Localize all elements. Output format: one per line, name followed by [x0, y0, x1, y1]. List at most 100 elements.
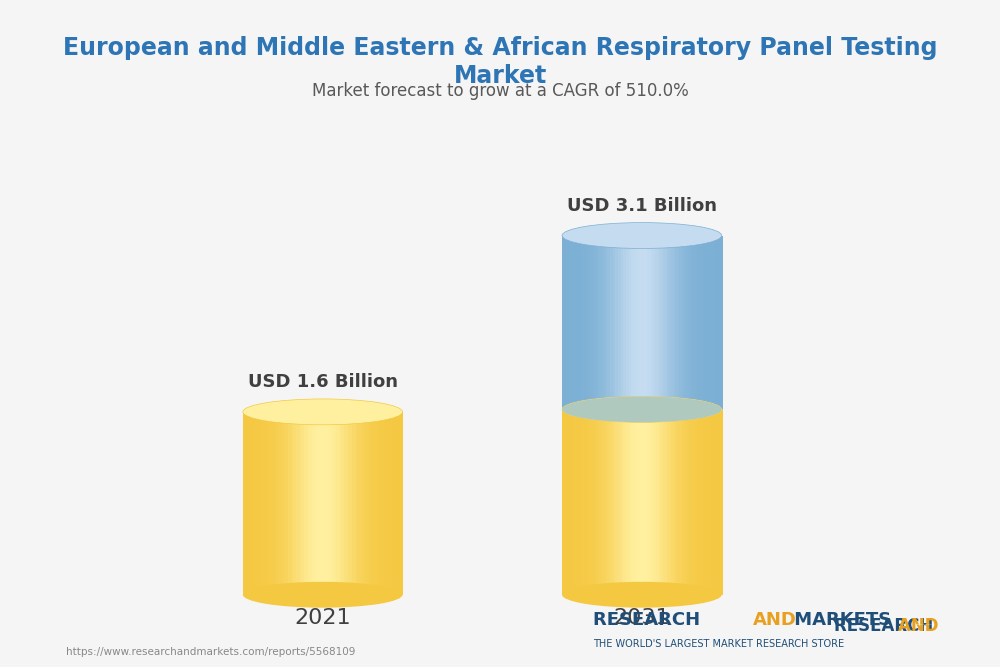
Polygon shape	[719, 410, 723, 595]
Polygon shape	[684, 235, 688, 410]
Polygon shape	[637, 235, 640, 410]
Polygon shape	[301, 412, 305, 595]
Polygon shape	[658, 235, 661, 410]
Polygon shape	[615, 410, 619, 595]
Polygon shape	[687, 235, 691, 410]
Polygon shape	[259, 412, 262, 595]
Polygon shape	[605, 235, 608, 410]
Polygon shape	[384, 412, 387, 595]
Polygon shape	[352, 412, 355, 595]
Polygon shape	[381, 412, 385, 595]
Polygon shape	[703, 410, 707, 595]
Polygon shape	[642, 410, 645, 595]
Polygon shape	[267, 412, 270, 595]
Polygon shape	[666, 235, 669, 410]
Polygon shape	[288, 412, 292, 595]
Polygon shape	[716, 410, 720, 595]
Polygon shape	[676, 235, 680, 410]
Polygon shape	[618, 235, 621, 410]
Polygon shape	[634, 410, 637, 595]
Polygon shape	[647, 410, 651, 595]
Polygon shape	[652, 235, 656, 410]
Polygon shape	[589, 235, 592, 410]
Polygon shape	[613, 410, 616, 595]
Polygon shape	[594, 235, 598, 410]
Polygon shape	[570, 235, 574, 410]
Polygon shape	[679, 410, 683, 595]
Polygon shape	[299, 412, 302, 595]
Polygon shape	[687, 410, 691, 595]
Ellipse shape	[562, 396, 722, 422]
Polygon shape	[339, 412, 342, 595]
Ellipse shape	[562, 396, 722, 422]
Polygon shape	[682, 235, 685, 410]
Polygon shape	[583, 410, 587, 595]
Ellipse shape	[562, 396, 722, 422]
Polygon shape	[692, 235, 696, 410]
Ellipse shape	[243, 399, 402, 425]
Text: Market forecast to grow at a CAGR of 510.0%: Market forecast to grow at a CAGR of 510…	[312, 82, 688, 100]
Polygon shape	[631, 235, 635, 410]
Polygon shape	[570, 410, 574, 595]
Polygon shape	[602, 410, 606, 595]
Polygon shape	[565, 410, 568, 595]
Polygon shape	[373, 412, 377, 595]
Polygon shape	[336, 412, 340, 595]
Text: MARKETS: MARKETS	[788, 610, 891, 628]
Polygon shape	[397, 412, 401, 595]
Polygon shape	[679, 235, 683, 410]
Polygon shape	[655, 410, 659, 595]
Polygon shape	[700, 235, 704, 410]
Polygon shape	[626, 410, 629, 595]
Polygon shape	[365, 412, 369, 595]
Polygon shape	[634, 235, 637, 410]
Polygon shape	[591, 410, 595, 595]
Polygon shape	[379, 412, 382, 595]
Polygon shape	[254, 412, 257, 595]
Text: AND: AND	[852, 617, 939, 635]
Polygon shape	[613, 235, 616, 410]
Polygon shape	[716, 235, 720, 410]
Polygon shape	[581, 410, 584, 595]
Polygon shape	[645, 410, 648, 595]
Polygon shape	[708, 235, 712, 410]
Polygon shape	[575, 235, 579, 410]
Polygon shape	[328, 412, 332, 595]
Polygon shape	[650, 235, 653, 410]
Polygon shape	[591, 235, 595, 410]
Polygon shape	[309, 412, 313, 595]
Polygon shape	[714, 410, 717, 595]
Ellipse shape	[562, 582, 722, 608]
Polygon shape	[695, 235, 699, 410]
Text: AND: AND	[753, 610, 797, 628]
Polygon shape	[695, 410, 699, 595]
Polygon shape	[629, 235, 632, 410]
Polygon shape	[394, 412, 398, 595]
Polygon shape	[650, 410, 653, 595]
Polygon shape	[610, 410, 613, 595]
Text: European and Middle Eastern & African Respiratory Panel Testing
Market: European and Middle Eastern & African Re…	[63, 36, 937, 88]
Polygon shape	[621, 410, 624, 595]
Polygon shape	[647, 235, 651, 410]
Polygon shape	[652, 410, 656, 595]
Polygon shape	[269, 412, 273, 595]
Polygon shape	[293, 412, 297, 595]
Ellipse shape	[562, 223, 722, 249]
Text: 2021: 2021	[294, 608, 351, 628]
Polygon shape	[605, 410, 608, 595]
Polygon shape	[315, 412, 318, 595]
Polygon shape	[671, 410, 675, 595]
Polygon shape	[283, 412, 286, 595]
Polygon shape	[642, 235, 645, 410]
Polygon shape	[341, 412, 345, 595]
Polygon shape	[248, 412, 252, 595]
Text: USD 3.1 Billion: USD 3.1 Billion	[567, 197, 717, 215]
Polygon shape	[347, 412, 350, 595]
Polygon shape	[280, 412, 284, 595]
Polygon shape	[376, 412, 379, 595]
Polygon shape	[262, 412, 265, 595]
Polygon shape	[692, 410, 696, 595]
Polygon shape	[312, 412, 316, 595]
Polygon shape	[304, 412, 308, 595]
Polygon shape	[663, 235, 667, 410]
